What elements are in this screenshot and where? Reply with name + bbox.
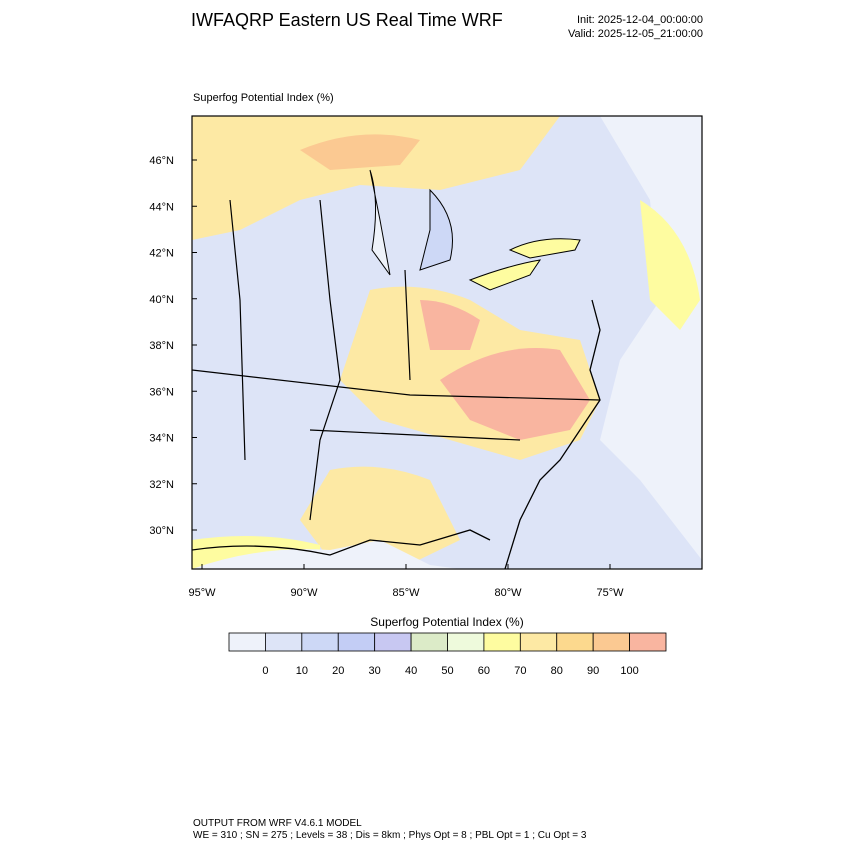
- lon-label: 90°W: [290, 587, 318, 599]
- field-ocean: [600, 116, 702, 560]
- map-title: Superfog Potential Index (%): [193, 92, 334, 104]
- lat-label: 36°N: [149, 386, 174, 398]
- colorbar-box: [592, 632, 630, 652]
- lake-michigan: [369, 169, 391, 276]
- lat-label: 32°N: [149, 479, 174, 491]
- colorbar-box: [447, 632, 485, 652]
- colorbar-box: [556, 632, 594, 652]
- colorbar-label: 50: [441, 665, 453, 677]
- colorbar-box: [483, 632, 521, 652]
- lat-label: 40°N: [149, 294, 174, 306]
- michigan-lp: [419, 188, 453, 271]
- field-carolinas: [440, 348, 590, 440]
- field-gulf-maine: [640, 200, 700, 330]
- lake-erie: [468, 259, 542, 291]
- colorbar-label: 0: [262, 665, 268, 677]
- init-time: Init: 2025-12-04_00:00:00: [577, 14, 703, 26]
- colorbar: 0 10 20 30 40 50 60 70 80 90 100: [228, 632, 667, 677]
- colorbar-label: 40: [405, 665, 417, 677]
- lat-label: 34°N: [149, 433, 174, 445]
- coastline: [504, 299, 601, 569]
- colorbar-title: Superfog Potential Index (%): [370, 615, 523, 629]
- field-ohio: [420, 300, 480, 350]
- colorbar-label: 10: [296, 665, 308, 677]
- lake-ontario: [508, 238, 581, 259]
- colorbar-label: 20: [332, 665, 344, 677]
- colorbar-label: 80: [551, 665, 563, 677]
- lat-label: 38°N: [149, 340, 174, 352]
- field-southeast: [300, 466, 460, 569]
- valid-time: Valid: 2025-12-05_21:00:00: [568, 28, 703, 40]
- field-lake-superior: [300, 134, 420, 170]
- map-axes: 46°N 44°N 42°N 40°N 38°N 36°N 34°N 32°N 30°N 95°W…: [149, 155, 624, 599]
- lon-label: 85°W: [392, 587, 420, 599]
- lat-label: 46°N: [149, 155, 174, 167]
- colorbar-box: [374, 632, 412, 652]
- lon-label: 75°W: [596, 587, 624, 599]
- gulf-coastline: [192, 529, 491, 556]
- lat-label: 44°N: [149, 201, 174, 213]
- field-north: [192, 116, 560, 240]
- lon-label: 95°W: [188, 587, 216, 599]
- footer-line2: WE = 310 ; SN = 275 ; Levels = 38 ; Dis …: [193, 830, 587, 841]
- state-borders: [192, 199, 601, 521]
- colorbar-box: [629, 632, 667, 652]
- map-frame: [191, 115, 703, 570]
- colorbar-box: [301, 632, 339, 652]
- lat-label: 30°N: [149, 525, 174, 537]
- map-field: [192, 116, 702, 569]
- main-title: IWFAQRP Eastern US Real Time WRF: [191, 10, 503, 30]
- colorbar-box: [519, 632, 558, 652]
- colorbar-label: 100: [620, 665, 638, 677]
- lon-label: 80°W: [494, 587, 522, 599]
- colorbar-label: 70: [514, 665, 526, 677]
- colorbar-label: 60: [478, 665, 490, 677]
- footer-line1: OUTPUT FROM WRF V4.6.1 MODEL: [193, 818, 362, 829]
- colorbar-label: 30: [369, 665, 381, 677]
- colorbar-label: 90: [587, 665, 599, 677]
- colorbar-box: [337, 632, 376, 652]
- colorbar-box: [410, 632, 448, 652]
- colorbar-box: [228, 632, 266, 652]
- colorbar-box: [265, 632, 303, 652]
- lat-label: 42°N: [149, 248, 174, 260]
